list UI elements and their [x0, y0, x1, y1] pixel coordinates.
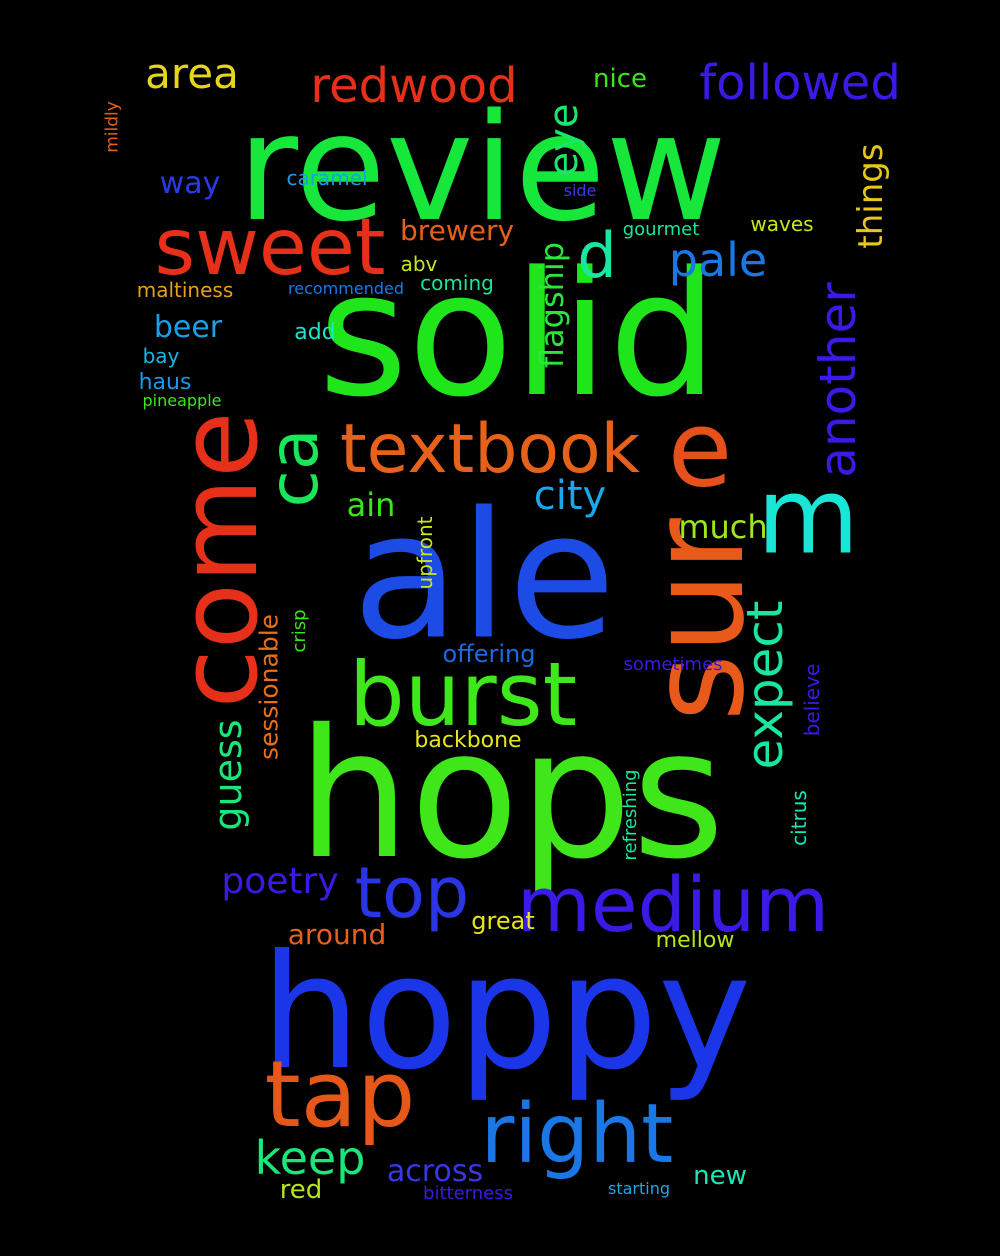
word-area: area	[145, 49, 239, 98]
word-tap: tap	[264, 1041, 416, 1148]
word-solid: solid	[318, 234, 718, 435]
word-sessionable: sessionable	[254, 613, 284, 761]
word-sweet: sweet	[154, 203, 386, 293]
word-hops: hops	[297, 691, 725, 898]
word-hoppy: hoppy	[260, 921, 752, 1105]
word-citrus: citrus	[787, 790, 811, 846]
word-believe: believe	[800, 663, 824, 737]
word-guess: guess	[206, 719, 250, 831]
word-d: d	[577, 219, 617, 292]
word-upfront: upfront	[413, 516, 437, 590]
word-waves: waves	[750, 212, 814, 236]
word-nice: nice	[593, 64, 647, 94]
word-poetry: poetry	[221, 861, 339, 902]
word-add: add	[294, 320, 336, 345]
word-ale: ale	[352, 475, 616, 679]
word-right: right	[480, 1087, 674, 1182]
word-recommended: recommended	[288, 279, 404, 298]
word-across: across	[386, 1154, 484, 1189]
word-brewery: brewery	[399, 214, 515, 247]
word-medium: medium	[516, 860, 830, 949]
word-gourmet: gourmet	[622, 219, 700, 240]
word-red: red	[279, 1175, 323, 1205]
word-abv: abv	[400, 252, 438, 276]
word-things: things	[851, 143, 891, 249]
word-way: way	[159, 166, 221, 201]
word-burst: burst	[348, 643, 578, 746]
word-new: new	[693, 1161, 747, 1191]
word-pale: pale	[668, 233, 768, 287]
word-around: around	[287, 918, 387, 951]
word-textbook: textbook	[340, 410, 640, 489]
word-coming: coming	[420, 271, 494, 295]
word-maltiness: maltiness	[136, 278, 234, 302]
word-crisp: crisp	[289, 609, 310, 653]
word-haus: haus	[138, 370, 192, 395]
word-mildly: mildly	[102, 101, 123, 153]
word-bay: bay	[142, 344, 180, 368]
word-city: city	[533, 473, 607, 519]
word-pineapple: pineapple	[142, 391, 222, 410]
word-keep: keep	[254, 1131, 366, 1185]
word-ca: ca	[255, 428, 334, 508]
word-much: much	[678, 508, 768, 546]
word-offering: offering	[442, 640, 536, 668]
word-refreshing: refreshing	[620, 769, 641, 861]
word-eye: eye	[541, 103, 587, 177]
word-starting: starting	[607, 1179, 671, 1198]
word-bitterness: bitterness	[423, 1183, 513, 1204]
word-flagship: flagship	[533, 241, 571, 369]
word-top: top	[354, 852, 470, 934]
word-m: m	[756, 455, 860, 578]
word-backbone: backbone	[414, 728, 522, 753]
word-redwood: redwood	[310, 58, 518, 114]
word-side: side	[563, 181, 597, 200]
word-review: review	[237, 82, 727, 254]
word-e: e	[667, 388, 733, 511]
word-another: another	[809, 282, 867, 478]
word-expect: expect	[736, 600, 794, 770]
word-ain: ain	[346, 486, 396, 524]
word-caramel: caramel	[286, 166, 368, 190]
word-mellow: mellow	[655, 928, 735, 953]
word-followed: followed	[699, 55, 901, 111]
word-great: great	[471, 907, 535, 935]
word-beer: beer	[153, 310, 223, 345]
word-sometimes: sometimes	[623, 654, 723, 675]
